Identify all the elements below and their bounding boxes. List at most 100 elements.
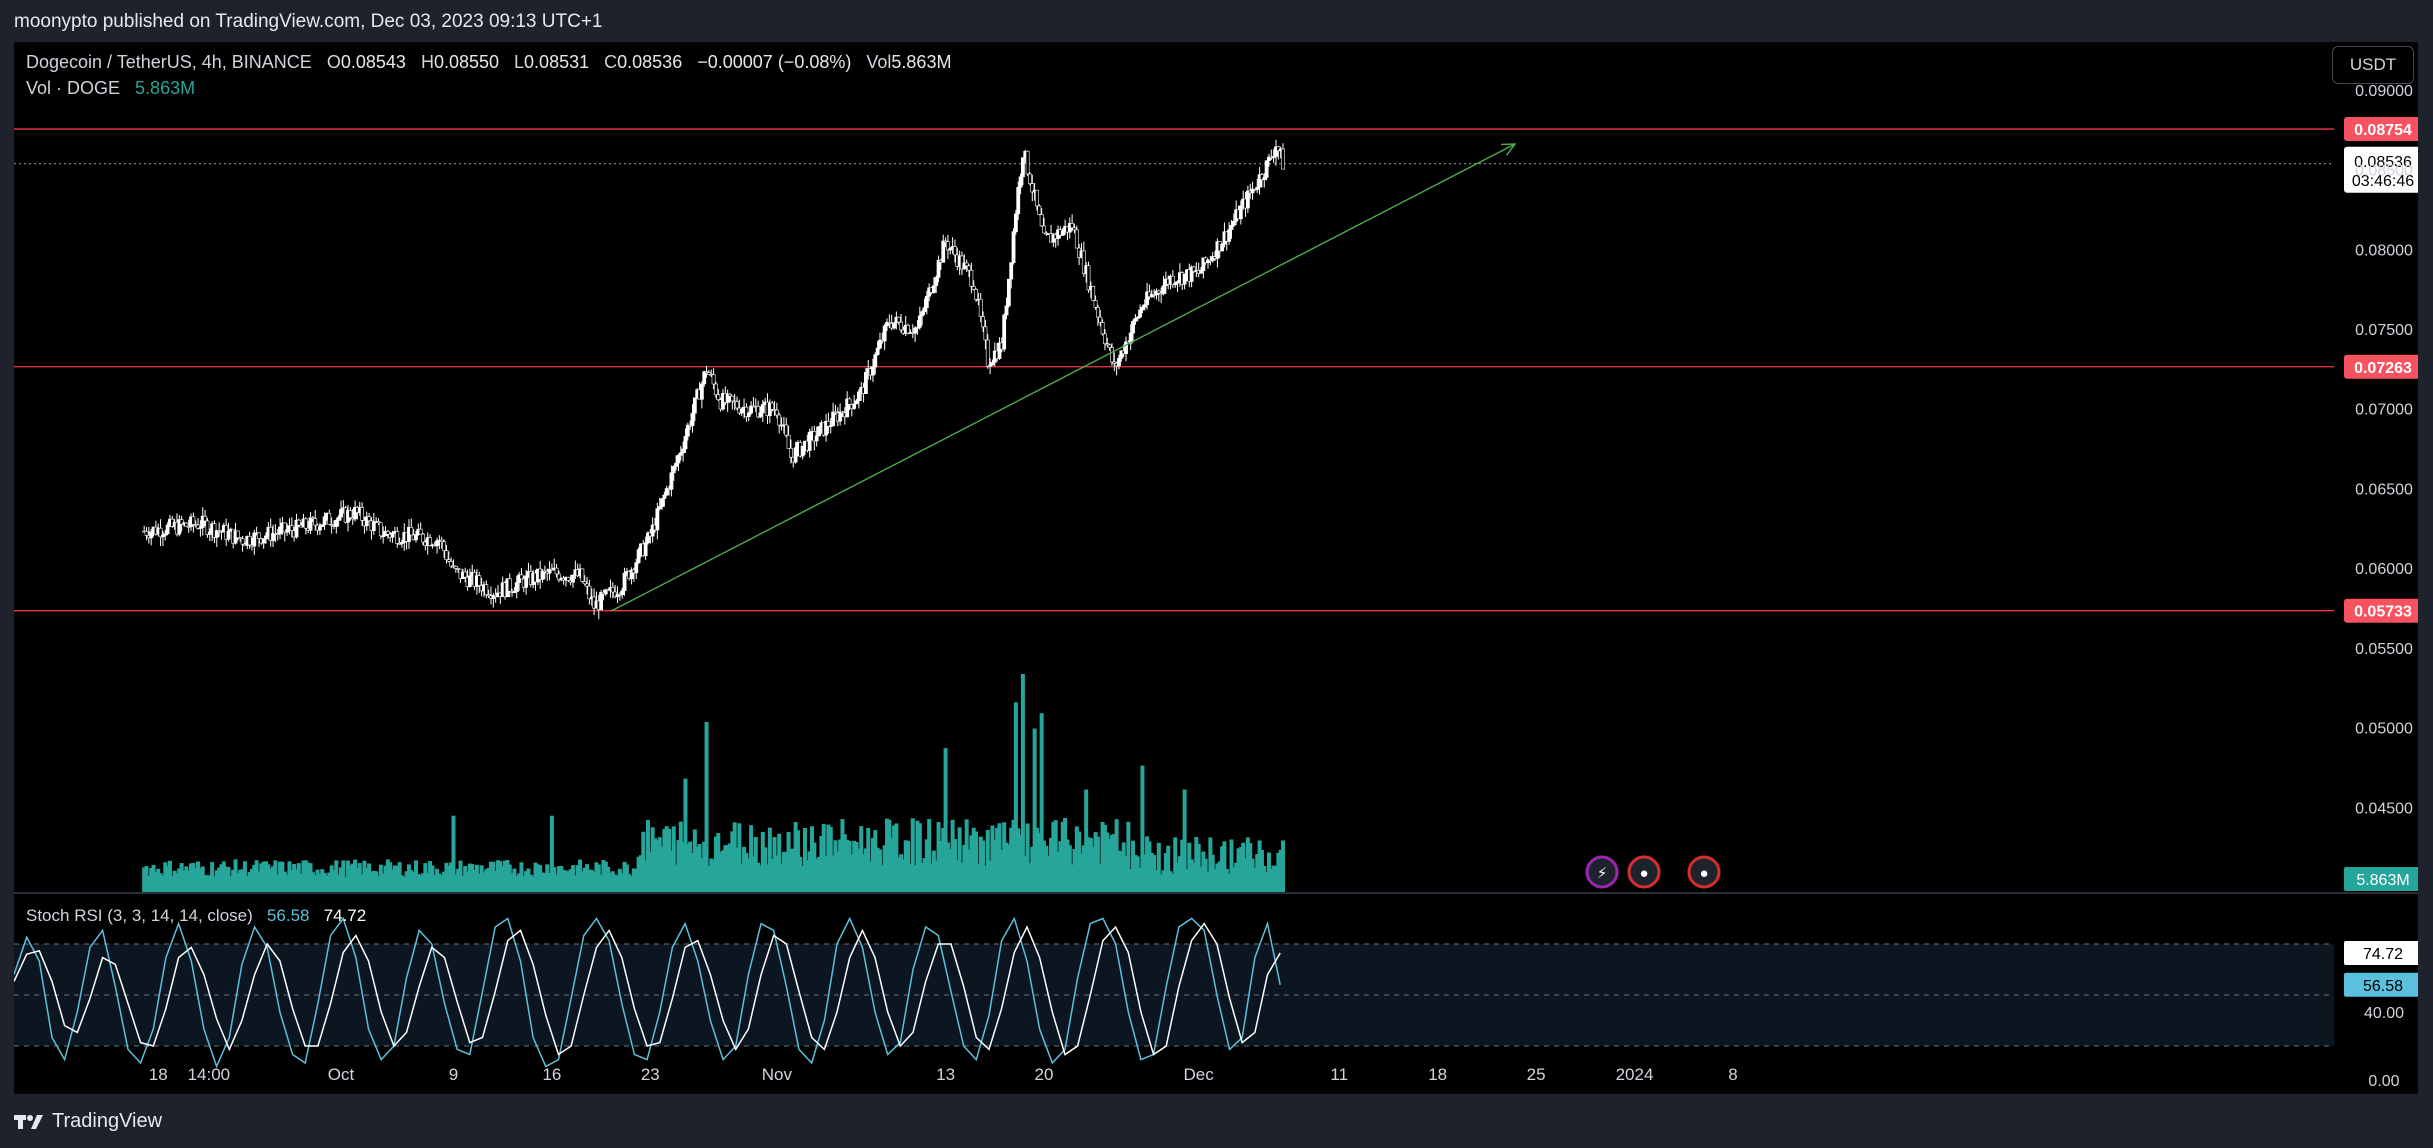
stoch-rsi-label[interactable]: Stoch RSI (3, 3, 14, 14, close) [26, 906, 253, 925]
volume-bar [556, 866, 561, 892]
volume-bar [863, 848, 868, 892]
candle-down [981, 316, 985, 328]
volume-bar [765, 864, 770, 892]
volume-bar [1273, 865, 1278, 892]
candle-up [882, 325, 887, 342]
volume-bar [1100, 822, 1105, 892]
candle-down [484, 584, 489, 595]
volume-bar [615, 875, 620, 892]
volume-bar [460, 875, 465, 892]
volume-bar [163, 862, 168, 892]
chart-area[interactable]: 0.08754 0.07263 0.05733 0.08536 03:46:46 5.8… [14, 42, 2418, 1094]
volume-bar [955, 860, 960, 892]
tradingview-brand[interactable]: TradingView [14, 1110, 162, 1133]
volume-bar [1131, 840, 1136, 892]
volume-bar [563, 870, 568, 892]
candle-up [1011, 231, 1016, 263]
volume-bar [793, 821, 798, 892]
volume-bar [1269, 868, 1274, 892]
candle-up [922, 307, 927, 313]
volume-bar [488, 861, 493, 892]
volume-bar [540, 872, 545, 892]
candle-down [587, 585, 592, 600]
current-price-tag [2344, 146, 2418, 193]
candle-down [1072, 227, 1077, 231]
volume-bar [727, 843, 732, 892]
candle-down [179, 519, 184, 525]
candle-up [294, 519, 299, 538]
volume-bar [573, 875, 578, 892]
volume-bar [873, 830, 878, 892]
volume-bar [1046, 856, 1051, 892]
close-label: C [604, 52, 618, 72]
volume-bar [1276, 852, 1281, 892]
volume-bar [948, 849, 953, 892]
rsi-tick-label: 40.00 [2364, 1005, 2404, 1022]
volume-bar [1058, 841, 1063, 892]
volume-bar [474, 864, 479, 892]
volume-bar [770, 858, 775, 892]
volume-bar [524, 871, 529, 892]
volume-bar [191, 862, 196, 892]
lightning-event-icon[interactable] [1585, 855, 1619, 889]
volume-bar [463, 865, 468, 892]
volume-bar [397, 862, 402, 892]
volume-bar [282, 871, 287, 892]
candle-up [540, 570, 545, 580]
candle-down [463, 571, 468, 578]
us-flag-event-icon-2[interactable] [1687, 855, 1721, 889]
volume-bar [266, 864, 271, 892]
candle-down [486, 594, 491, 597]
volume-bar [179, 863, 184, 892]
candle-down [421, 533, 425, 543]
candle-up [931, 285, 936, 293]
candle-up [599, 592, 604, 611]
volume-bar [1037, 832, 1042, 892]
candle-up [873, 354, 878, 368]
candle-down [1091, 286, 1096, 301]
volume-bar [599, 875, 604, 892]
volume-bar [737, 823, 742, 892]
volume-bar [847, 840, 852, 892]
chart-canvas[interactable]: 0.08754 0.07263 0.05733 0.08536 03:46:46 5.8… [14, 42, 2418, 1094]
volume-bar [224, 866, 229, 892]
volume-bar [484, 869, 489, 892]
volume-bar [467, 863, 472, 892]
symbol-title[interactable]: Dogecoin / TetherUS, 4h, BINANCE [26, 52, 312, 72]
candle-down [840, 411, 845, 414]
volume-bar [1177, 856, 1182, 892]
volume-bar [1091, 847, 1096, 892]
volume-legend-label[interactable]: Vol · DOGE [26, 78, 121, 98]
trend-arrow-line[interactable] [610, 143, 1516, 612]
candle-down [144, 531, 149, 536]
volume-bar [245, 876, 250, 892]
candle-up [512, 591, 517, 594]
volume-bar [1156, 842, 1161, 892]
volume-bar [713, 836, 718, 892]
volume-bar [812, 842, 817, 892]
candle-up [1175, 281, 1180, 284]
candle-up [261, 538, 266, 544]
volume-bar [936, 822, 941, 892]
volume-bar [149, 868, 154, 892]
time-tick-label: 14:00 [188, 1065, 231, 1084]
volume-bar [824, 855, 829, 892]
volume-bar [744, 852, 749, 892]
candle-down [289, 525, 294, 531]
volume-bar [517, 873, 522, 892]
volume-bar [706, 865, 711, 892]
volume-bar [931, 850, 936, 892]
volume-bar [690, 853, 695, 892]
volume-bar [404, 871, 409, 892]
us-flag-event-icon[interactable] [1627, 855, 1661, 889]
candle-down [585, 583, 589, 587]
candle-up [1262, 177, 1267, 181]
candle-up [547, 568, 552, 574]
volume-bar [688, 841, 693, 892]
currency-button[interactable]: USDT [2332, 46, 2414, 84]
candle-up [814, 435, 819, 442]
volume-bar [249, 868, 254, 892]
volume-bar [1210, 854, 1215, 892]
volume-bar [695, 846, 700, 892]
level-price-label: 0.08754 [2354, 122, 2412, 139]
